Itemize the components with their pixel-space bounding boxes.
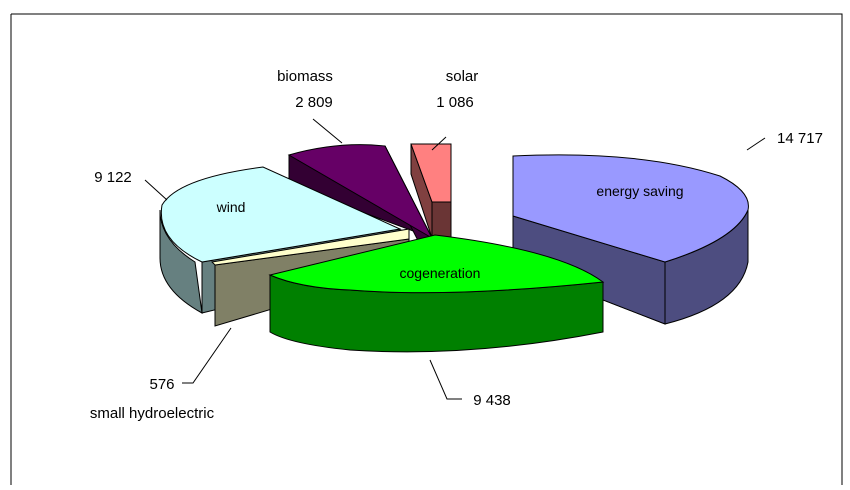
value-energy-saving: 14 717: [777, 130, 823, 147]
leader-biomass: [312, 118, 343, 144]
slice-energy-saving: [512, 154, 749, 325]
leader-energy-saving: [746, 137, 766, 151]
slice-cogeneration: [268, 234, 605, 353]
label-energy-saving: energy saving: [596, 183, 683, 199]
leader-wind: [144, 179, 168, 201]
label-wind: wind: [216, 199, 246, 215]
label-biomass: biomass: [277, 68, 333, 85]
leader-small-hydroelectric: [182, 327, 232, 384]
value-cogeneration: 9 438: [473, 392, 511, 409]
value-small-hydroelectric: 576: [149, 376, 174, 393]
slice-biomass: [287, 144, 434, 269]
value-biomass: 2 809: [295, 94, 333, 111]
leader-solar: [431, 136, 447, 151]
label-solar: solar: [446, 68, 479, 85]
label-cogeneration: cogeneration: [400, 265, 481, 281]
leader-cogeneration: [429, 359, 462, 400]
chart-border: [11, 13, 843, 485]
value-wind: 9 122: [94, 169, 132, 186]
label-small-hydroelectric: small hydroelectric: [90, 405, 215, 422]
value-solar: 1 086: [436, 94, 474, 111]
